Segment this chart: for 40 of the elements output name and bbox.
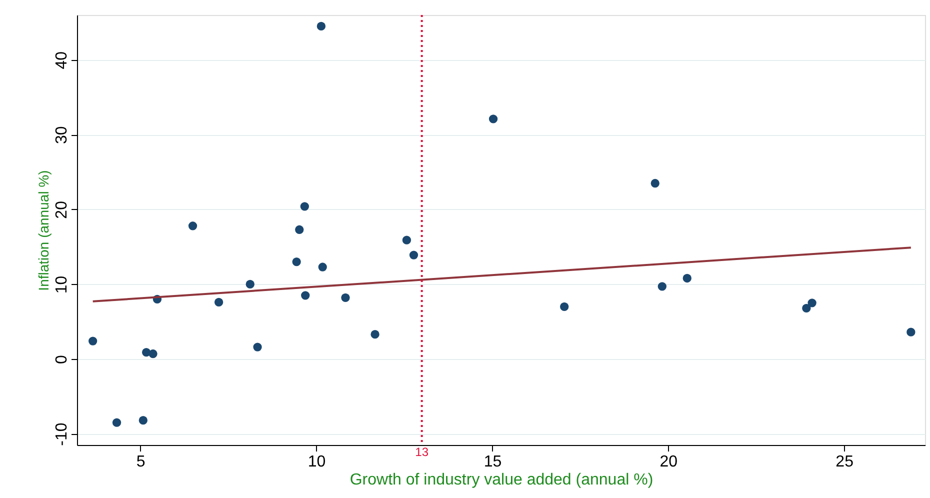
point xyxy=(253,342,262,352)
point xyxy=(488,114,498,124)
x-tick-label: 5 xyxy=(136,454,146,470)
point xyxy=(402,236,412,244)
point xyxy=(370,330,380,339)
point xyxy=(341,293,350,302)
point xyxy=(682,274,692,283)
point xyxy=(301,291,310,300)
point xyxy=(650,178,660,188)
point xyxy=(300,202,309,211)
point xyxy=(246,280,254,289)
x-tick-label: 10 xyxy=(308,454,326,470)
point xyxy=(138,416,148,425)
y-tick-label: 20 xyxy=(54,200,70,219)
y-axis-title: Inflation (annual %) xyxy=(36,170,52,291)
point xyxy=(560,302,569,311)
point xyxy=(316,22,326,31)
point xyxy=(188,222,198,230)
y-tick-label: -10 xyxy=(54,422,70,446)
point xyxy=(318,262,327,272)
y-tick-label: 10 xyxy=(54,276,70,294)
point xyxy=(112,418,122,427)
point xyxy=(802,304,811,312)
point xyxy=(214,298,224,306)
point xyxy=(292,257,301,266)
point xyxy=(409,250,418,260)
y-tick-label: 0 xyxy=(54,354,70,364)
point xyxy=(295,225,304,234)
y-tick-label: 40 xyxy=(54,51,70,70)
ref-line-label: 13 xyxy=(415,445,429,459)
point xyxy=(148,349,158,358)
y-tick-label: 30 xyxy=(54,126,70,144)
point xyxy=(88,336,98,346)
x-axis-title: Growth of industry value added (annual %) xyxy=(350,472,654,488)
x-tick-label: 25 xyxy=(836,454,854,470)
x-tick-label: 20 xyxy=(660,454,678,470)
x-tick-label: 15 xyxy=(484,454,502,470)
point xyxy=(808,298,816,308)
point xyxy=(906,328,916,336)
point xyxy=(658,282,666,291)
